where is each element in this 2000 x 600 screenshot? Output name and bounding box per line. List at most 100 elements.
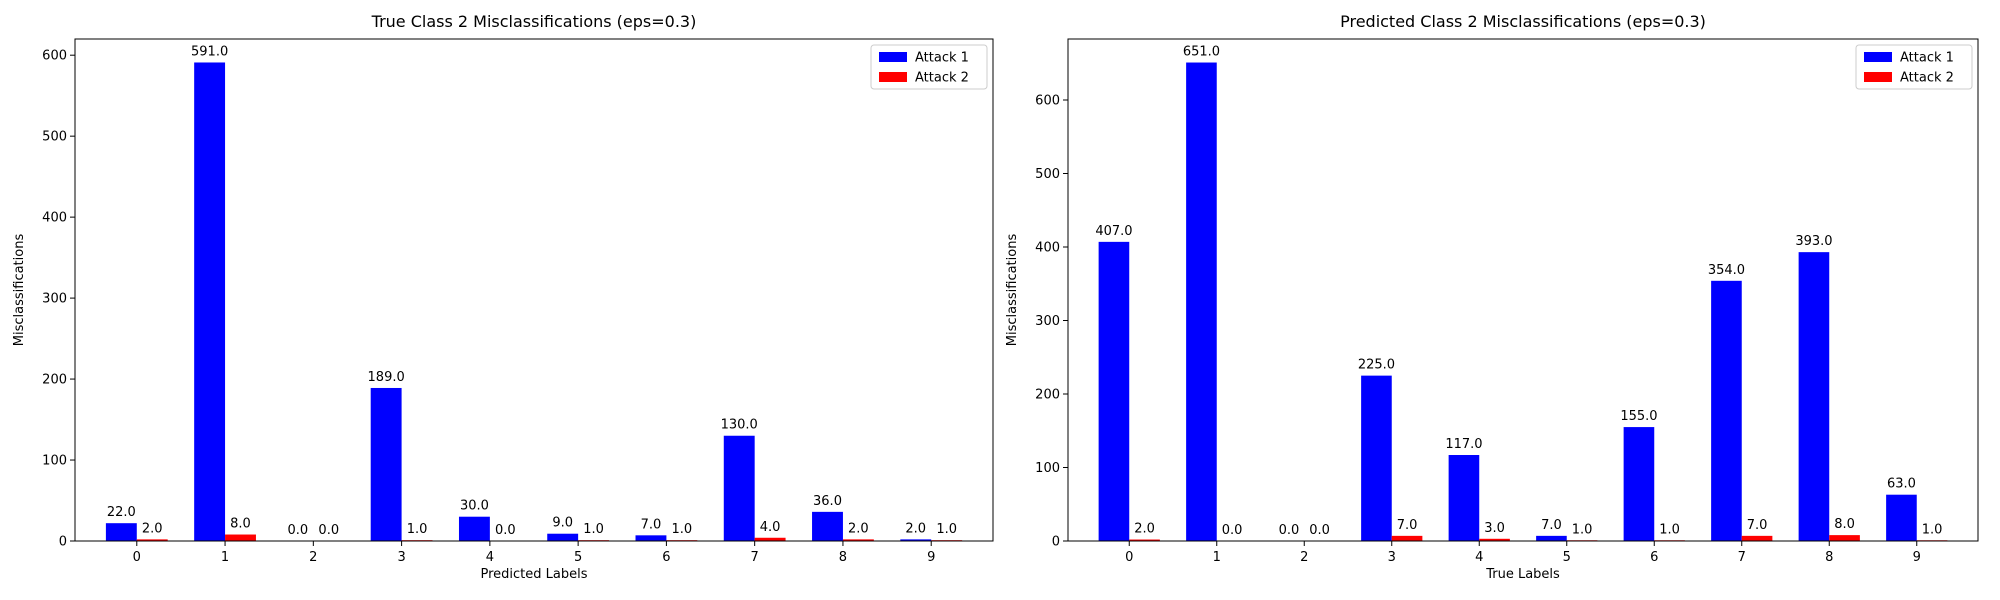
data-label: 0.0: [1309, 523, 1330, 538]
y-axis-label: Misclassifications: [12, 234, 27, 347]
bar: [1098, 241, 1130, 542]
data-label: 354.0: [1708, 263, 1745, 278]
bar: [723, 435, 755, 541]
chart-true-class-2: True Class 2 Misclassifications (eps=0.3…: [12, 12, 994, 582]
bar: [458, 516, 490, 541]
y-tick-label: 600: [42, 49, 67, 64]
data-label: 7.0: [641, 517, 662, 532]
bar: [1886, 494, 1917, 541]
x-tick-label: 6: [1650, 550, 1658, 565]
x-tick-label: 3: [1388, 550, 1396, 565]
x-axis-label: Predicted Labels: [480, 567, 587, 582]
data-label: 7.0: [1397, 518, 1418, 533]
bar: [812, 511, 843, 541]
legend: Attack 1 Attack 2: [870, 44, 988, 90]
bar: [1829, 535, 1860, 541]
y-tick-label: 0: [59, 535, 67, 550]
data-label: 1.0: [407, 522, 428, 537]
data-label: 30.0: [460, 499, 489, 514]
x-tick-label: 0: [133, 550, 141, 565]
data-label: 1.0: [1922, 522, 1943, 537]
x-tick-label: 8: [1825, 550, 1833, 565]
x-tick-label: 4: [486, 550, 494, 565]
data-label: 393.0: [1795, 234, 1832, 249]
y-tick-label: 600: [1035, 94, 1060, 109]
data-label: 0.0: [1222, 523, 1243, 538]
bar: [1711, 280, 1742, 541]
data-label: 189.0: [368, 370, 405, 385]
data-label: 7.0: [1747, 518, 1768, 533]
x-tick-label: 5: [574, 550, 582, 565]
y-tick-label: 0: [1052, 535, 1060, 550]
legend-label-attack-2: Attack 2: [1900, 71, 1954, 86]
chart-predicted-class-2: Predicted Class 2 Misclassifications (ep…: [1005, 12, 1979, 582]
data-label: 155.0: [1620, 409, 1657, 424]
x-tick-label: 5: [1563, 550, 1571, 565]
bars: 407.0 651.0 0.0 225.0 117.0 7.0 155.0 354.0 393.…: [1095, 45, 1948, 542]
bar: [1186, 62, 1217, 541]
x-tick-label: 7: [751, 550, 759, 565]
y-tick-label: 400: [1035, 241, 1060, 256]
legend-label-attack-2: Attack 2: [915, 71, 969, 86]
bar: [900, 539, 932, 541]
x-tick-label: 8: [839, 550, 847, 565]
y-tick-label: 300: [1035, 314, 1060, 329]
data-label: 2.0: [905, 521, 926, 536]
y-tick-label: 300: [42, 292, 67, 307]
data-label: 1.0: [936, 522, 957, 537]
data-label: 2.0: [848, 521, 869, 536]
bar: [1129, 539, 1160, 541]
bar: [1741, 535, 1773, 541]
data-label: 0.0: [318, 523, 339, 538]
data-label: 2.0: [142, 521, 163, 536]
x-tick-label: 3: [397, 550, 405, 565]
x-tick-label: 1: [221, 550, 229, 565]
bar: [1391, 535, 1423, 541]
x-tick-label: 0: [1125, 550, 1133, 565]
plot-frame: [1067, 38, 1979, 542]
data-label: 0.0: [1279, 523, 1300, 538]
chart-title: True Class 2 Misclassifications (eps=0.3…: [371, 12, 697, 31]
data-label: 130.0: [721, 418, 758, 433]
bar: [1479, 538, 1510, 541]
plot-frame: [74, 38, 994, 542]
bar: [105, 523, 137, 541]
data-label: 3.0: [1484, 521, 1505, 536]
data-label: 22.0: [107, 505, 136, 520]
legend-swatch-attack-2: [879, 72, 907, 82]
data-label: 1.0: [1572, 522, 1593, 537]
x-tick-label: 6: [662, 550, 670, 565]
bar: [370, 387, 402, 541]
x-tick-label: 7: [1738, 550, 1746, 565]
x-tick-label: 9: [927, 550, 935, 565]
data-label: 8.0: [230, 517, 251, 532]
legend-swatch-attack-1: [1864, 52, 1892, 62]
data-label: 36.0: [813, 494, 842, 509]
y-tick-label: 400: [42, 211, 67, 226]
bar: [547, 533, 579, 541]
bar: [1798, 252, 1830, 541]
legend-swatch-attack-2: [1864, 72, 1892, 82]
x-axis-label: True Labels: [1485, 567, 1560, 582]
y-tick-label: 100: [42, 454, 67, 469]
data-label: 1.0: [672, 522, 693, 537]
legend-swatch-attack-1: [879, 52, 907, 62]
data-label: 4.0: [760, 520, 781, 535]
data-label: 407.0: [1095, 224, 1132, 239]
legend: Attack 1 Attack 2: [1855, 44, 1973, 90]
y-tick-label: 200: [1035, 388, 1060, 403]
data-label: 1.0: [1659, 522, 1680, 537]
y-tick-label: 200: [42, 373, 67, 388]
x-tick-label: 4: [1475, 550, 1483, 565]
y-tick-label: 500: [1035, 167, 1060, 182]
data-label: 651.0: [1183, 45, 1220, 60]
data-label: 7.0: [1541, 518, 1562, 533]
data-label: 9.0: [552, 516, 573, 531]
data-label: 8.0: [1834, 517, 1855, 532]
data-label: 225.0: [1358, 358, 1395, 373]
bar: [1536, 535, 1567, 541]
bar: [194, 62, 226, 541]
bar: [1448, 455, 1480, 541]
x-tick-label: 2: [309, 550, 317, 565]
x-tick-label: 2: [1300, 550, 1308, 565]
